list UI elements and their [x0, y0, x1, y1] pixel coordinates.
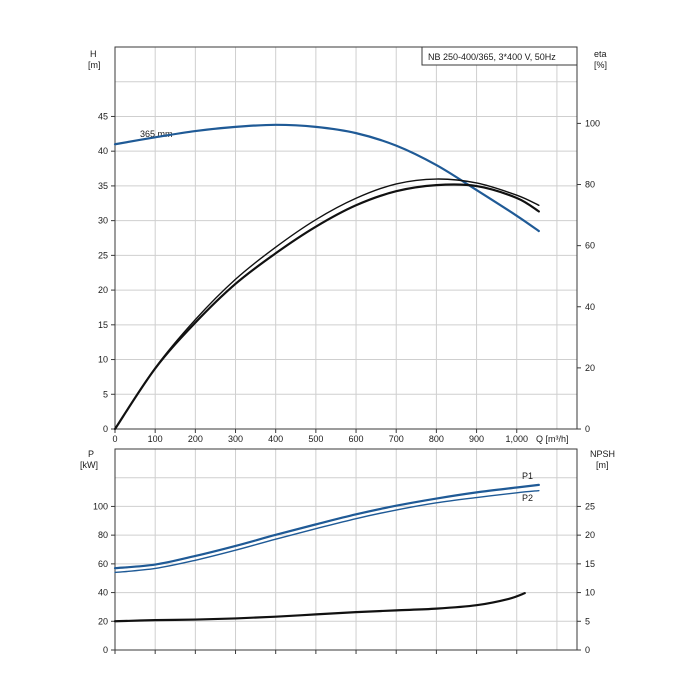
lower-grid [115, 449, 577, 650]
y-left-tick-label: 10 [98, 355, 108, 365]
series-p1-line [113, 483, 540, 570]
y-left-tick-label: 35 [98, 181, 108, 191]
upper-tick-labels: 0 100 200 300 400 500 600 700 800 900 1,0000510152… [98, 111, 600, 444]
curve-label-365mm: 365 mm [140, 129, 173, 139]
y-right-tick-label: 10 [585, 588, 595, 598]
x-tick-label: 400 [268, 434, 283, 444]
y-right-tick-label: 0 [585, 424, 590, 434]
x-tick-label: 600 [349, 434, 364, 444]
lower-tick-labels: 0 20 40 60 80 100 0 5 10 15 20 25 [93, 501, 595, 655]
y-right-unit-eta: [%] [594, 60, 607, 70]
y-left-tick-label: 80 [98, 530, 108, 540]
y-left-unit-p: [kW] [80, 460, 98, 470]
y-left-tick-label: 40 [98, 588, 108, 598]
y-right-tick-label: 25 [585, 501, 595, 511]
y-left-unit-h: [m] [88, 60, 101, 70]
y-left-tick-label: 20 [98, 285, 108, 295]
x-tick-label: 900 [469, 434, 484, 444]
y-right-label-eta: eta [594, 49, 607, 59]
y-right-unit-npsh: [m] [596, 460, 609, 470]
upper-panel: NB 250-400/365, 3*400 V, 50Hz H [m] eta … [88, 46, 607, 444]
series-label-p2: P2 [522, 493, 533, 503]
x-tick-label: 700 [389, 434, 404, 444]
x-tick-label: 0 [112, 434, 117, 444]
y-left-tick-label: 20 [98, 616, 108, 626]
upper-grid [115, 47, 577, 429]
y-right-tick-label: 40 [585, 302, 595, 312]
title-box-frame [421, 46, 578, 66]
upper-series-0-line [113, 123, 540, 233]
y-right-tick-label: 5 [585, 616, 590, 626]
y-left-tick-label: 40 [98, 146, 108, 156]
upper-title-box: NB 250-400/365, 3*400 V, 50Hz [421, 46, 578, 66]
x-axis-label: Q [m³/h] [536, 434, 569, 444]
series-p2-line [114, 489, 540, 574]
y-left-label-h: H [90, 49, 97, 59]
x-tick-label: 500 [308, 434, 323, 444]
y-left-tick-label: 5 [103, 389, 108, 399]
y-right-tick-label: 0 [585, 645, 590, 655]
y-left-tick-label: 0 [103, 645, 108, 655]
x-tick-label: 100 [148, 434, 163, 444]
lower-series [113, 483, 540, 623]
y-left-tick-label: 15 [98, 320, 108, 330]
y-left-label-p: P [88, 449, 94, 459]
upper-series-1-line [114, 178, 540, 430]
y-right-tick-label: 80 [585, 180, 595, 190]
x-tick-label: 200 [188, 434, 203, 444]
y-left-tick-label: 30 [98, 216, 108, 226]
x-tick-label: 300 [228, 434, 243, 444]
upper-series-2-line [113, 183, 540, 431]
lower-panel: P [kW] NPSH [m] P1 P2 0 20 40 60 80 100 0 5 10 15… [80, 448, 615, 655]
y-right-tick-label: 15 [585, 559, 595, 569]
upper-series [113, 123, 540, 431]
lower-series-2-line [113, 592, 526, 623]
y-right-tick-label: 20 [585, 363, 595, 373]
y-left-tick-label: 45 [98, 111, 108, 121]
series-label-p1: P1 [522, 471, 533, 481]
y-left-tick-label: 60 [98, 559, 108, 569]
x-tick-label: 1,000 [505, 434, 528, 444]
y-right-tick-label: 100 [585, 118, 600, 128]
y-right-label-npsh: NPSH [590, 449, 615, 459]
upper-plot-frame [114, 46, 578, 430]
y-left-tick-label: 0 [103, 424, 108, 434]
y-left-tick-label: 100 [93, 501, 108, 511]
y-right-tick-label: 60 [585, 241, 595, 251]
y-left-tick-label: 25 [98, 250, 108, 260]
x-tick-label: 800 [429, 434, 444, 444]
y-right-tick-label: 20 [585, 530, 595, 540]
lower-plot-frame [114, 448, 578, 651]
chart-title: NB 250-400/365, 3*400 V, 50Hz [428, 52, 556, 62]
